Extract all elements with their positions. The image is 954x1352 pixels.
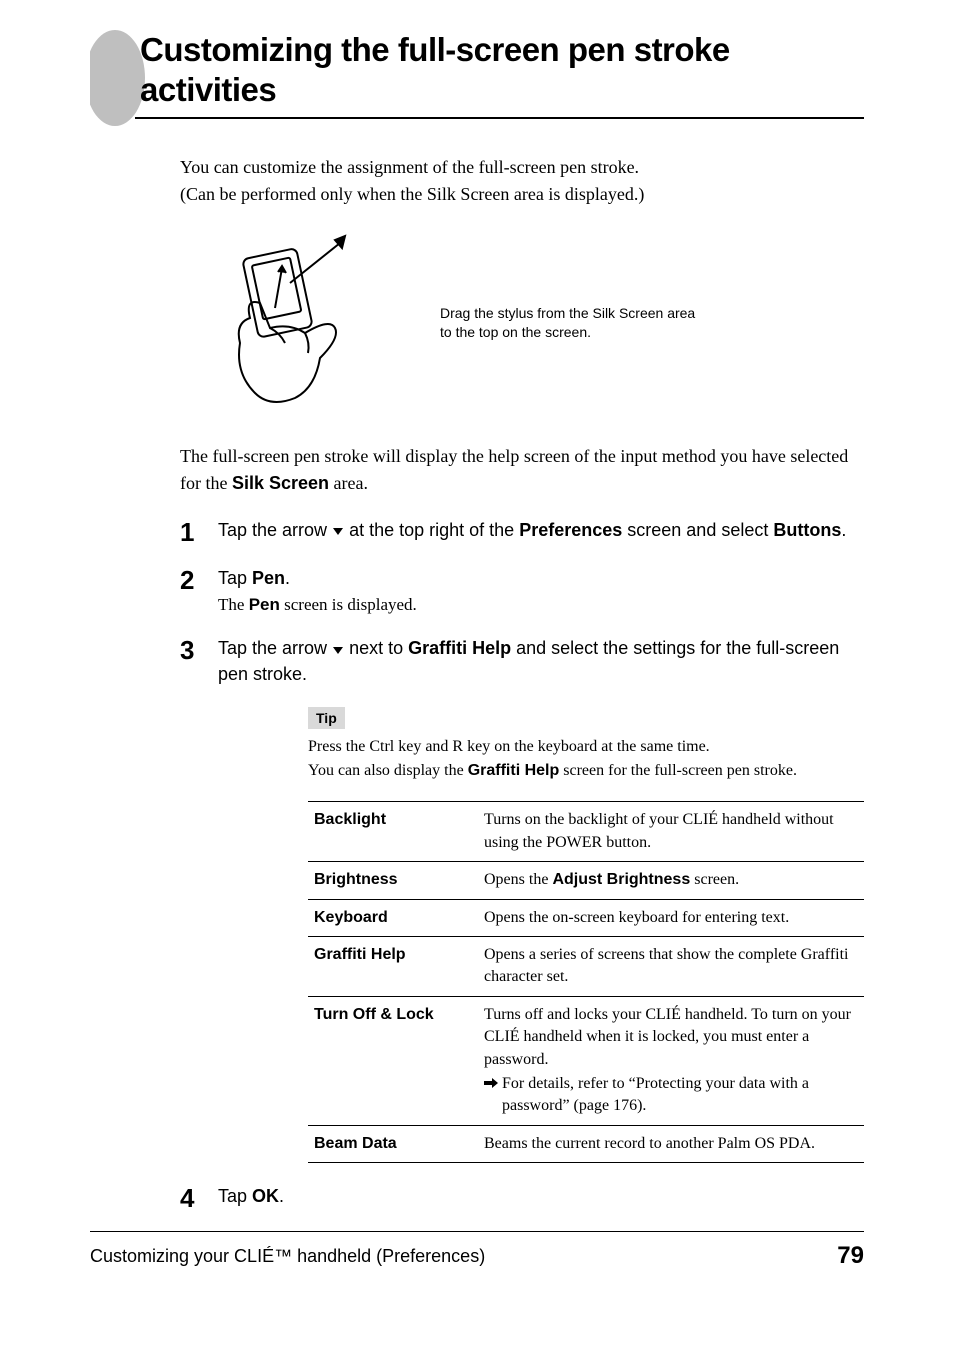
table-row: KeyboardOpens the on-screen keyboard for… [308, 899, 864, 936]
table-row: Turn Off & LockTurns off and locks your … [308, 996, 864, 1125]
step-number: 3 [180, 635, 200, 687]
step-1: 1 Tap the arrow at the top right of the P… [180, 517, 864, 545]
after-figure-text: The full-screen pen stroke will display … [180, 443, 864, 497]
step-4: 4 Tap OK. [180, 1183, 864, 1211]
setting-description: Beams the current record to another Palm… [478, 1125, 864, 1162]
stylus-illustration [220, 228, 380, 418]
page-footer: Customizing your CLIÉ™ handheld (Prefere… [90, 1231, 864, 1270]
page-title: Customizing the full-screen pen stroke a… [90, 30, 864, 109]
intro-line-1: You can customize the assignment of the … [180, 154, 864, 181]
figure-caption: Drag the stylus from the Silk Screen are… [440, 304, 700, 343]
setting-description: Opens the on-screen keyboard for enterin… [478, 899, 864, 936]
step-instruction: Tap the arrow next to Graffiti Help and … [218, 635, 864, 687]
setting-description: Turns on the backlight of your CLIÉ hand… [478, 802, 864, 862]
table-row: BrightnessOpens the Adjust Brightness sc… [308, 862, 864, 899]
title-underline [135, 117, 864, 119]
after-figure-bold: Silk Screen [232, 473, 329, 493]
setting-name: Keyboard [308, 899, 478, 936]
step-2: 2 Tap Pen. The Pen screen is displayed. [180, 565, 864, 615]
step-3: 3 Tap the arrow next to Graffiti Help and… [180, 635, 864, 687]
setting-name: Backlight [308, 802, 478, 862]
settings-table: BacklightTurns on the backlight of your … [308, 801, 864, 1163]
after-figure-suffix: area. [329, 473, 368, 493]
table-row: Graffiti HelpOpens a series of screens t… [308, 937, 864, 997]
step-sub-text: The Pen screen is displayed. [218, 595, 864, 615]
step-number: 4 [180, 1183, 200, 1211]
step-instruction: Tap OK. [218, 1183, 864, 1209]
intro-line-2: (Can be performed only when the Silk Scr… [180, 181, 864, 208]
tip-label: Tip [308, 707, 345, 729]
right-arrow-icon [484, 1073, 498, 1118]
table-row: BacklightTurns on the backlight of your … [308, 802, 864, 862]
setting-name: Brightness [308, 862, 478, 899]
table-row: Beam DataBeams the current record to ano… [308, 1125, 864, 1162]
step-instruction: Tap Pen. [218, 565, 864, 591]
page-title-block: Customizing the full-screen pen stroke a… [90, 30, 864, 119]
step-number: 1 [180, 517, 200, 545]
setting-description: Turns off and locks your CLIÉ handheld. … [478, 996, 864, 1125]
setting-name: Beam Data [308, 1125, 478, 1162]
step-instruction: Tap the arrow at the top right of the Pr… [218, 517, 864, 543]
setting-name: Graffiti Help [308, 937, 478, 997]
tip-line-2: You can also display the Graffiti Help s… [308, 759, 864, 783]
table-sub-note: For details, refer to “Protecting your d… [484, 1073, 858, 1118]
setting-description: Opens the Adjust Brightness screen. [478, 862, 864, 899]
footer-page-number: 79 [837, 1242, 864, 1270]
tip-line-1: Press the Ctrl key and R key on the keyb… [308, 735, 864, 759]
intro-text: You can customize the assignment of the … [180, 154, 864, 208]
step-number: 2 [180, 565, 200, 615]
setting-description: Opens a series of screens that show the … [478, 937, 864, 997]
tip-block: Tip Press the Ctrl key and R key on the k… [308, 707, 864, 783]
setting-name: Turn Off & Lock [308, 996, 478, 1125]
footer-text: Customizing your CLIÉ™ handheld (Prefere… [90, 1246, 485, 1267]
figure-block: Drag the stylus from the Silk Screen are… [220, 228, 864, 418]
